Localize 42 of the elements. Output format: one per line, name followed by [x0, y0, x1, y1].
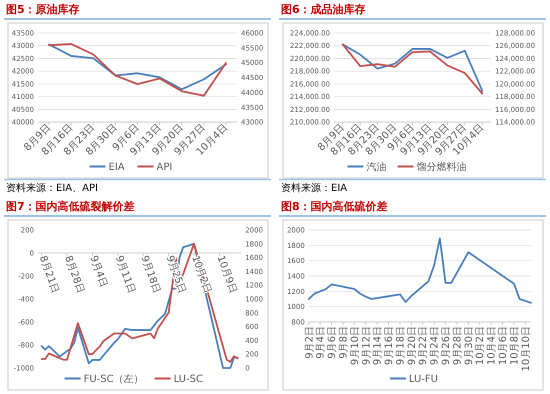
x-tick-label: 10月10日	[520, 326, 532, 372]
x-tick-label: 10月6日	[498, 326, 510, 366]
x-tick-label: 8月28日	[62, 254, 86, 295]
legend-label: 汽油	[366, 161, 386, 173]
x-tick-label: 9月18日	[395, 326, 406, 366]
x-tick-label: 9月24日	[430, 326, 441, 366]
line-series	[308, 238, 532, 304]
chart-title: 图8：国内高低硫价差	[281, 200, 388, 213]
x-tick-label: 9月10日	[350, 326, 361, 366]
x-tick-label: 9月22日	[418, 326, 430, 366]
x-tick-label: 9月28日	[452, 326, 464, 366]
chart-title: 图7：国内高低硫裂解价差	[6, 200, 135, 213]
x-tick-label: 10月8日	[509, 326, 520, 366]
x-tick-label: 9月25日	[164, 254, 188, 295]
x-tick-label: 9月16日	[384, 326, 396, 366]
x-tick-label: 9月20日	[406, 326, 418, 366]
x-tick-label: 9月14日	[372, 326, 384, 366]
x-tick-label: 9月4日	[316, 326, 327, 359]
x-tick-label: 10月4日	[486, 326, 498, 366]
x-tick-label: 9月26日	[441, 326, 452, 366]
text: 资料来源：EIA、API	[6, 182, 98, 194]
legend-label: FU-SC（左）	[84, 373, 144, 385]
x-tick-label: 8月21日	[36, 254, 61, 295]
chart-title: 图5：原油库存	[6, 3, 80, 16]
chart-title: 图6：成品油库存	[281, 3, 366, 16]
x-tick-label: 10月9日	[214, 254, 238, 295]
x-tick-label: 10月2日	[189, 254, 213, 295]
x-tick-label: 9月6日	[327, 326, 338, 359]
legend-label: 馏分燃料油	[416, 161, 466, 173]
legend-label: API	[156, 162, 172, 173]
legend-label: EIA	[108, 162, 125, 173]
x-tick-label: 9月18日	[138, 254, 162, 295]
x-tick-label: 9月8日	[338, 326, 350, 359]
text: 资料来源：EIA	[281, 182, 348, 194]
x-tick-label: 9月4日	[88, 254, 110, 289]
x-tick-label: 9月2日	[304, 326, 316, 359]
x-tick-label: 9月11日	[113, 254, 137, 295]
legend-label: LU-FU	[408, 374, 438, 385]
x-tick-label: 9月30日	[464, 326, 475, 366]
x-tick-label: 10月2日	[475, 326, 486, 366]
legend-label: LU-SC	[174, 374, 203, 385]
x-tick-label: 9月12日	[361, 326, 372, 366]
